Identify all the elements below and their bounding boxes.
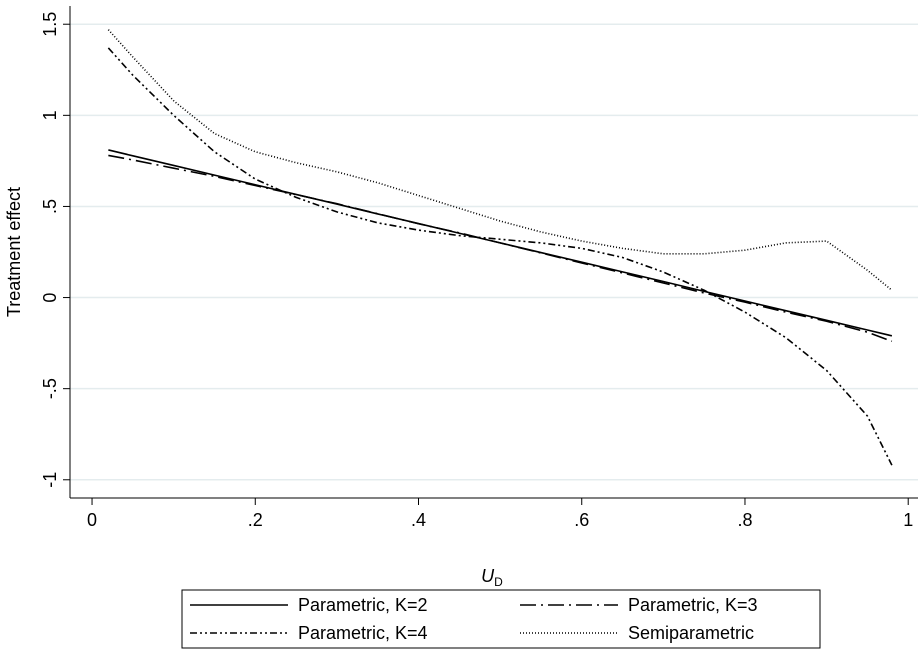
x-axis-label-main: U [481,566,495,586]
y-tick-label: -1 [40,472,60,488]
y-tick-label: 1 [40,110,60,120]
y-axis-label: Treatment effect [4,187,24,317]
x-tick-label: 0 [87,510,97,530]
y-tick-label: 1.5 [40,12,60,37]
x-axis-label: UD [481,566,503,589]
x-tick-label: 1 [903,510,913,530]
y-tick-label: -.5 [40,378,60,399]
y-tick-label: 0 [40,293,60,303]
legend-box [181,589,821,649]
legend-label: Parametric, K=2 [298,595,428,615]
series-line [107,47,893,466]
series-line [108,154,893,343]
x-axis-label-sub: D [494,575,503,589]
x-tick-label: .2 [248,510,263,530]
legend-label: Parametric, K=4 [298,623,428,643]
legend-label: Parametric, K=3 [628,595,758,615]
legend-label: Semiparametric [628,623,754,643]
x-tick-label: .8 [737,510,752,530]
x-tick-label: .4 [411,510,426,530]
x-tick-label: .6 [574,510,589,530]
y-tick-label: .5 [40,199,60,214]
